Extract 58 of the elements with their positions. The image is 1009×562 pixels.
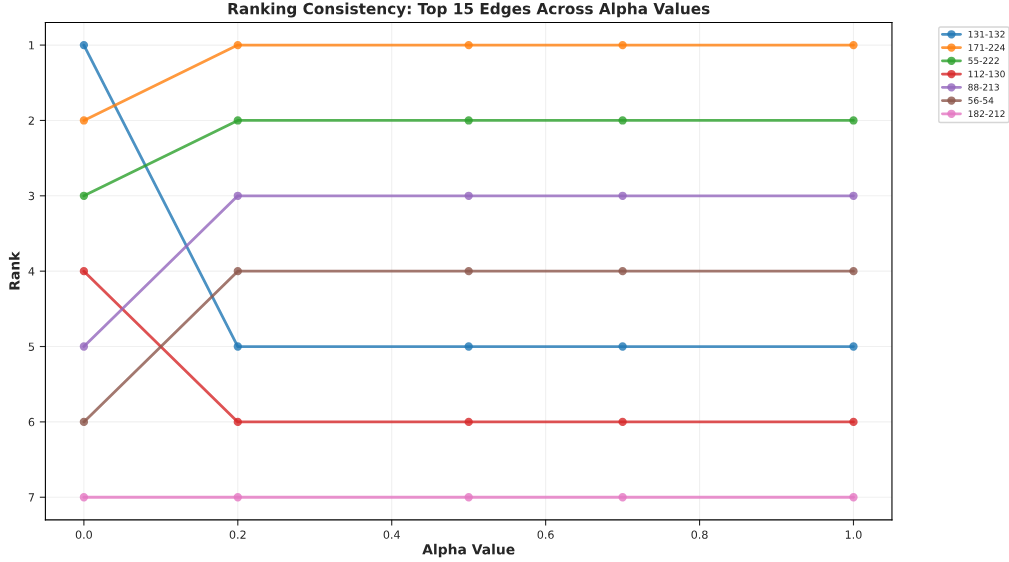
x-tick-label: 1.0: [845, 530, 862, 539]
point: [79, 40, 89, 50]
point: [464, 267, 473, 276]
point: [618, 191, 627, 200]
point: [464, 191, 473, 200]
legend-label: 55-222: [968, 57, 999, 65]
legend-label: 131-132: [968, 30, 1005, 38]
point: [849, 267, 858, 276]
legend-label: 171-224: [968, 44, 1005, 51]
point: [849, 417, 858, 427]
x-axis-title: Alpha Value: [422, 543, 515, 558]
point: [79, 267, 89, 276]
point: [849, 40, 858, 50]
point: [79, 493, 89, 502]
y-tick-label: 3: [28, 191, 35, 201]
x-tick-label: 0.0: [75, 530, 92, 539]
point: [464, 116, 473, 125]
chart-title: Ranking Consistency: Top 15 Edges Across Alpha Values: [228, 2, 710, 18]
point: [233, 417, 242, 427]
y-tick-label: 1: [29, 41, 34, 50]
point: [79, 191, 89, 200]
y-tick-label: 4: [28, 267, 35, 276]
x-tick-label: 0.4: [383, 530, 400, 539]
point: [233, 116, 242, 125]
y-tick-label: 6: [28, 417, 35, 427]
point: [79, 342, 89, 351]
point: [233, 191, 242, 200]
legend-label: 112-130: [968, 70, 1005, 78]
point: [233, 267, 242, 276]
point: [79, 116, 89, 125]
point: [618, 40, 627, 50]
point: [464, 40, 473, 50]
x-tick-label: 0.6: [537, 530, 554, 539]
point: [849, 342, 858, 351]
point: [618, 116, 627, 125]
point: [849, 191, 858, 200]
point: [464, 493, 473, 502]
point: [233, 40, 242, 50]
point: [79, 417, 89, 427]
point: [464, 342, 473, 351]
y-axis-title: Rank: [8, 251, 20, 290]
legend-label: 56-54: [968, 97, 994, 104]
point: [618, 267, 627, 276]
x-tick-label: 0.2: [229, 530, 246, 539]
point: [618, 493, 627, 502]
point: [464, 417, 473, 427]
point: [618, 342, 627, 351]
legend-label: 88-213: [968, 83, 999, 91]
point: [233, 493, 242, 502]
point: [233, 342, 242, 351]
x-tick-label: 0.8: [691, 530, 708, 539]
point: [618, 417, 627, 427]
y-tick-label: 5: [28, 342, 35, 351]
y-tick-label: 2: [28, 116, 34, 125]
y-tick-label: 7: [28, 493, 35, 502]
legend-label: 182-212: [968, 110, 1005, 118]
point: [849, 493, 858, 502]
point: [849, 116, 858, 125]
